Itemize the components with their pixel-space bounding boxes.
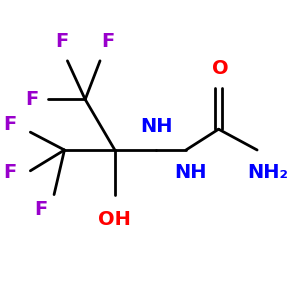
Text: NH: NH <box>140 117 172 136</box>
Text: F: F <box>55 32 68 51</box>
Text: F: F <box>3 163 16 182</box>
Text: F: F <box>34 200 47 219</box>
Text: O: O <box>212 59 228 78</box>
Text: F: F <box>101 32 114 51</box>
Text: NH: NH <box>174 163 207 182</box>
Text: F: F <box>3 115 16 134</box>
Text: F: F <box>25 90 38 109</box>
Text: OH: OH <box>98 210 131 229</box>
Text: NH₂: NH₂ <box>247 163 288 182</box>
